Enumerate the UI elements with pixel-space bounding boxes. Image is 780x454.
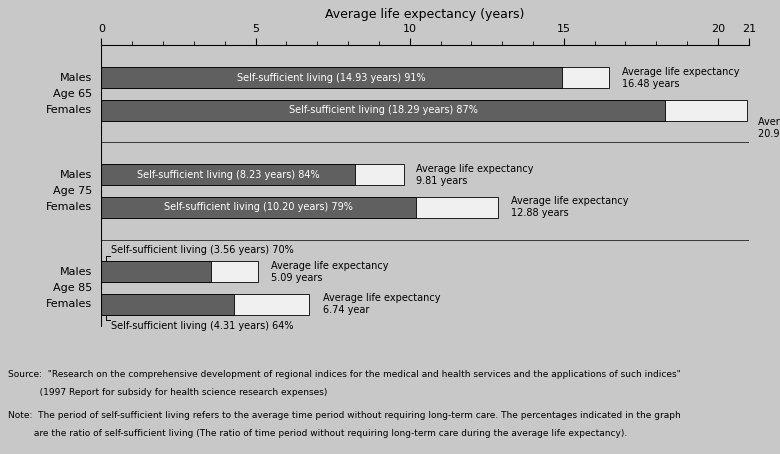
Text: Self-sufficient living (3.56 years) 70%: Self-sufficient living (3.56 years) 70% <box>111 245 293 255</box>
Text: Age 65: Age 65 <box>53 89 92 99</box>
Text: Age 75: Age 75 <box>53 186 92 196</box>
Bar <box>101 67 562 88</box>
Bar <box>101 99 665 121</box>
Bar <box>101 197 498 217</box>
Bar <box>101 197 416 217</box>
Text: Self-sufficient living (8.23 years) 84%: Self-sufficient living (8.23 years) 84% <box>137 170 320 180</box>
Bar <box>101 99 747 121</box>
Bar <box>101 262 211 282</box>
Text: Self-sufficient living (18.29 years) 87%: Self-sufficient living (18.29 years) 87% <box>289 105 478 115</box>
X-axis label: Average life expectancy (years): Average life expectancy (years) <box>325 8 525 21</box>
Text: Average life expectancy
9.81 years: Average life expectancy 9.81 years <box>416 164 534 186</box>
Text: Males: Males <box>60 73 92 83</box>
Text: Note:  The period of self-sufficient living refers to the average time period wi: Note: The period of self-sufficient livi… <box>8 411 680 420</box>
Text: Self-sufficient living (10.20 years) 79%: Self-sufficient living (10.20 years) 79% <box>164 202 353 212</box>
Text: Self-sufficient living (4.31 years) 64%: Self-sufficient living (4.31 years) 64% <box>111 321 293 331</box>
Text: are the ratio of self-sufficient living (The ratio of time period without requir: are the ratio of self-sufficient living … <box>8 429 627 438</box>
Text: Average life expectancy
20.94 years: Average life expectancy 20.94 years <box>758 117 780 139</box>
Text: (1997 Report for subsidy for health science research expenses): (1997 Report for subsidy for health scie… <box>8 388 327 397</box>
Text: Age 85: Age 85 <box>53 283 92 293</box>
Bar <box>101 294 309 315</box>
Bar <box>101 67 609 88</box>
Text: Females: Females <box>46 299 92 309</box>
Text: Average life expectancy
12.88 years: Average life expectancy 12.88 years <box>512 197 629 218</box>
Bar <box>101 164 355 185</box>
Text: Source:  "Research on the comprehensive development of regional indices for the : Source: "Research on the comprehensive d… <box>8 370 680 379</box>
Bar <box>101 164 404 185</box>
Bar <box>101 294 234 315</box>
Text: Average life expectancy
5.09 years: Average life expectancy 5.09 years <box>271 261 388 283</box>
Text: Females: Females <box>46 202 92 212</box>
Text: Average life expectancy
16.48 years: Average life expectancy 16.48 years <box>622 67 740 89</box>
Text: Self-sufficient living (14.93 years) 91%: Self-sufficient living (14.93 years) 91% <box>237 73 426 83</box>
Text: Males: Males <box>60 267 92 277</box>
Bar <box>101 262 258 282</box>
Text: Females: Females <box>46 105 92 115</box>
Text: Average life expectancy
6.74 year: Average life expectancy 6.74 year <box>324 293 441 315</box>
Text: Males: Males <box>60 170 92 180</box>
